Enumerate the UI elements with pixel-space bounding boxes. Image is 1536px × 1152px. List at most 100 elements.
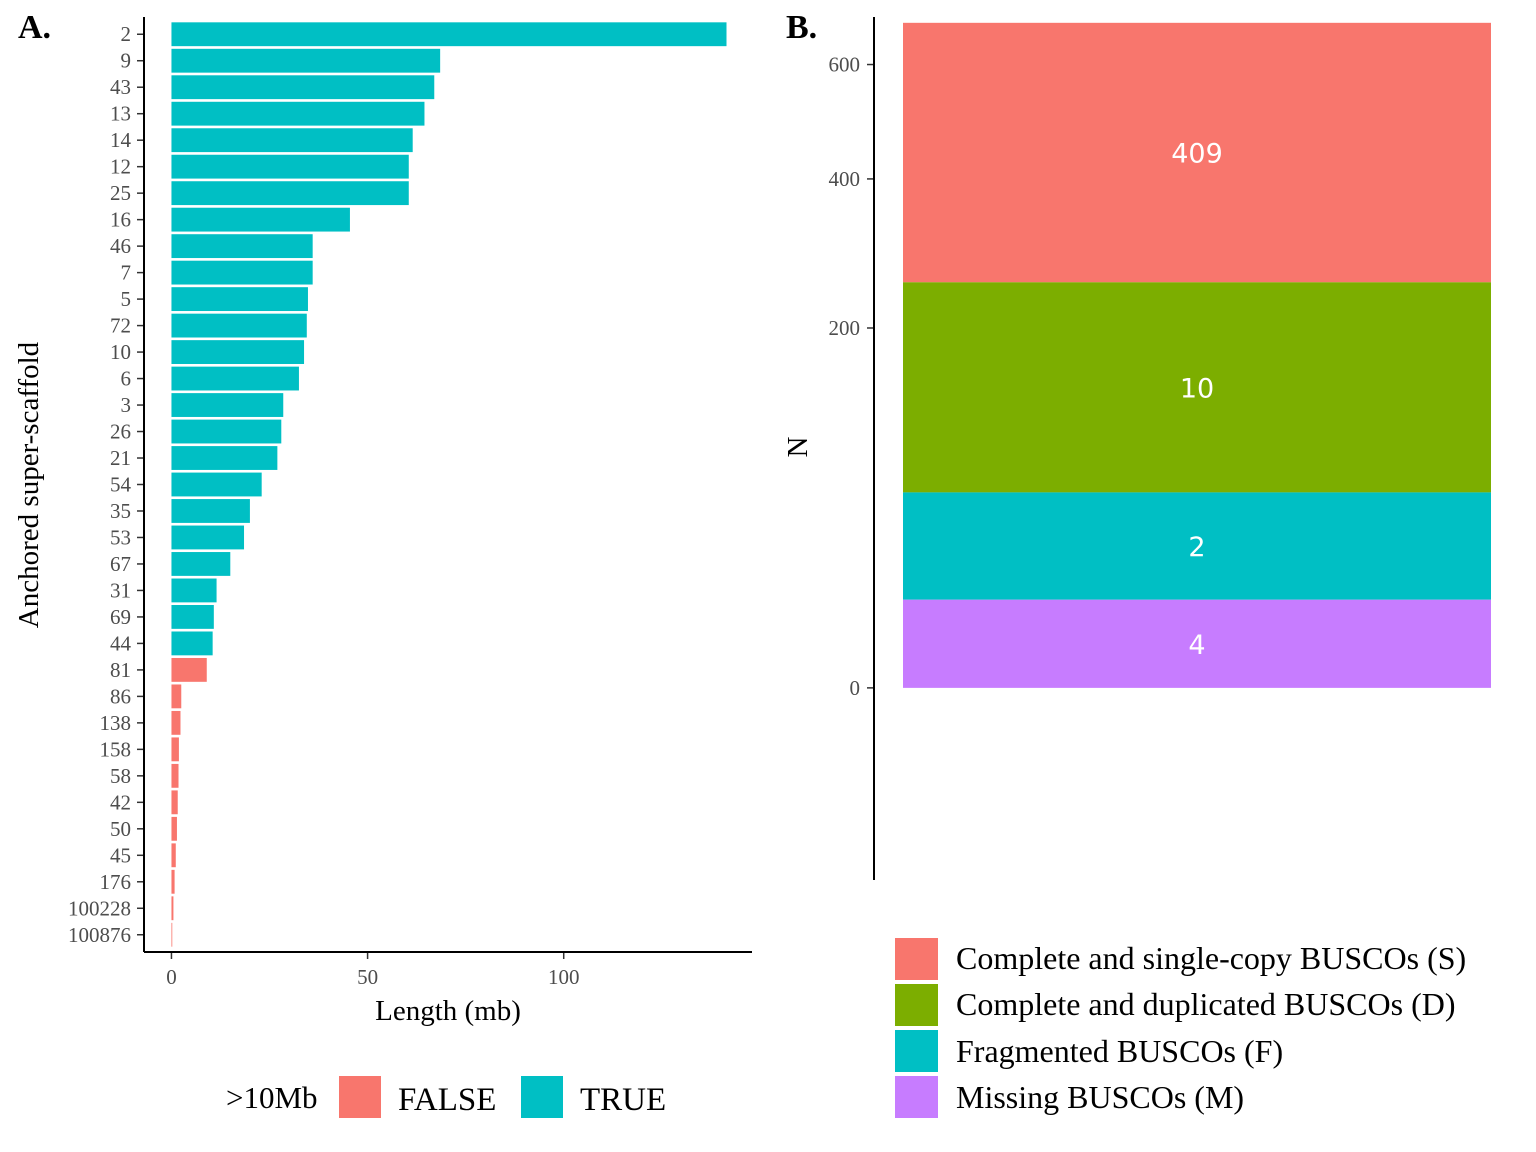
busco-segment-1	[903, 282, 1491, 493]
scaffold-x-tick-label: 50	[357, 965, 378, 989]
scaffold-y-tick-label: 10	[110, 340, 131, 364]
scaffold-legend-label-true: TRUE	[580, 1082, 666, 1118]
scaffold-bar-16	[171, 207, 350, 232]
scaffold-bar-45	[171, 843, 176, 868]
busco-segment-label: 2	[1188, 532, 1205, 563]
busco-segment-0	[903, 22, 1491, 283]
scaffold-bar-72	[171, 313, 307, 338]
scaffold-bar-100228	[171, 896, 174, 921]
busco-legend: Complete and single-copy BUSCOs (S) Comp…	[895, 938, 1466, 1118]
scaffold-y-tick-label: 44	[110, 631, 132, 655]
busco-segment-label: 409	[1171, 139, 1223, 170]
scaffold-bar-25	[171, 181, 409, 206]
scaffold-y-tick-label: 158	[100, 737, 132, 761]
scaffold-y-tick-label: 45	[110, 843, 131, 867]
scaffold-bar-10	[171, 340, 305, 364]
panel-b-label: B.	[786, 9, 817, 46]
scaffold-bar-12	[171, 154, 409, 179]
busco-stack: 409 10 2 4	[903, 22, 1491, 688]
scaffold-y-tick-label: 50	[110, 817, 131, 841]
scaffold-bar-176	[171, 869, 175, 894]
busco-legend-swatch-m	[895, 1076, 938, 1118]
scaffold-bar-31	[171, 578, 217, 603]
scaffold-bar-2	[171, 22, 727, 47]
scaffold-y-tick-label: 14	[110, 128, 132, 152]
scaffold-bar-44	[171, 631, 213, 656]
scaffold-x-axis-title: Length (mb)	[375, 995, 521, 1027]
scaffold-bar-26	[171, 419, 282, 444]
scaffold-y-tick-label: 21	[110, 446, 131, 470]
scaffold-bar-42	[171, 790, 178, 815]
scaffold-y-tick-label: 138	[100, 711, 132, 735]
scaffold-y-tick-label: 86	[110, 684, 131, 708]
scaffold-bar-158	[171, 737, 179, 762]
busco-segment-label: 4	[1188, 630, 1205, 661]
busco-legend-label-f: Fragmented BUSCOs (F)	[956, 1033, 1283, 1069]
scaffold-x-tick-label: 0	[166, 965, 177, 989]
scaffold-bar-3	[171, 393, 284, 417]
busco-legend-swatch-f	[895, 1030, 938, 1072]
busco-y-tick-label: 200	[829, 316, 861, 340]
scaffold-y-tick-label: 9	[121, 49, 132, 73]
scaffold-legend-swatch-true	[521, 1076, 563, 1118]
scaffold-bar-58	[171, 763, 179, 788]
scaffold-bar-50	[171, 816, 177, 841]
scaffold-legend: >10Mb FALSE TRUE	[226, 1076, 666, 1118]
scaffold-y-tick-label: 58	[110, 764, 131, 788]
scaffold-bar-53	[171, 525, 245, 550]
scaffold-bar-43	[171, 75, 435, 100]
busco-chart: 409 10 2 4 0 200 400 600 N Complete and single…	[782, 17, 1491, 1118]
scaffold-bar-9	[171, 48, 441, 73]
scaffold-y-tick-label: 7	[121, 261, 132, 285]
busco-legend-label-d: Complete and duplicated BUSCOs (D)	[956, 986, 1455, 1022]
scaffold-y-tick-label: 31	[110, 578, 131, 602]
scaffold-y-tick-label: 72	[110, 314, 131, 338]
scaffold-y-tick-label: 100876	[68, 923, 131, 947]
scaffold-bar-69	[171, 605, 214, 629]
scaffold-bar-81	[171, 657, 207, 682]
scaffold-x-tick-label: 100	[548, 965, 580, 989]
scaffold-y-tick-label: 53	[110, 525, 131, 549]
scaffold-bar-35	[171, 499, 250, 523]
panel-a-label: A.	[18, 9, 51, 46]
busco-legend-swatch-s	[895, 938, 938, 980]
busco-segment-label: 10	[1180, 373, 1214, 404]
scaffold-legend-swatch-false	[339, 1076, 381, 1118]
busco-segment-2	[903, 492, 1491, 600]
busco-legend-label-m: Missing BUSCOs (M)	[956, 1079, 1244, 1115]
scaffold-y-tick-label: 69	[110, 605, 131, 629]
scaffold-y-tick-label: 81	[110, 658, 131, 682]
scaffold-bar-6	[171, 366, 299, 391]
busco-y-ticks: 0 200 400 600	[829, 53, 874, 700]
scaffold-y-tick-label: 3	[121, 393, 132, 417]
scaffold-y-axis-title: Anchored super-scaffold	[13, 341, 45, 628]
scaffold-y-tick-label: 25	[110, 181, 131, 205]
busco-legend-label-s: Complete and single-copy BUSCOs (S)	[956, 940, 1466, 976]
scaffold-y-tick-label: 54	[110, 473, 132, 497]
scaffold-bar-5	[171, 287, 308, 312]
scaffold-y-tick-label: 12	[110, 155, 131, 179]
scaffold-y-tick-label: 176	[100, 870, 132, 894]
scaffold-bar-100876	[171, 922, 173, 947]
scaffold-y-tick-label: 16	[110, 208, 131, 232]
scaffold-y-tick-label: 46	[110, 234, 131, 258]
scaffold-legend-label-false: FALSE	[398, 1082, 496, 1118]
scaffold-bar-14	[171, 128, 413, 153]
scaffold-bar-46	[171, 234, 313, 259]
scaffold-y-tick-label: 67	[110, 552, 131, 576]
busco-y-tick-label: 400	[829, 167, 861, 191]
scaffold-y-tick-label: 100228	[68, 896, 131, 920]
scaffold-y-tick-label: 42	[110, 790, 131, 814]
scaffold-bar-13	[171, 101, 425, 126]
scaffold-bar-7	[171, 260, 313, 285]
scaffold-y-tick-label: 13	[110, 102, 131, 126]
scaffold-y-tick-label: 35	[110, 499, 131, 523]
busco-y-tick-label: 0	[850, 676, 861, 700]
busco-y-axis-title: N	[782, 436, 814, 457]
scaffold-bar-138	[171, 710, 181, 735]
scaffold-y-tick-label: 2	[121, 22, 132, 46]
busco-y-tick-label: 600	[829, 53, 861, 77]
scaffold-y-tick-label: 5	[121, 287, 132, 311]
